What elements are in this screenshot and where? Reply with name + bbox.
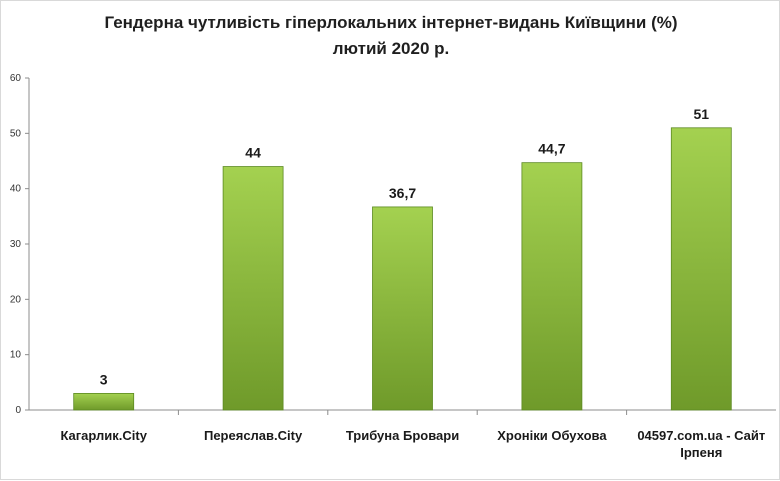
x-tick-label: Трибуна Бровари	[346, 428, 459, 443]
x-tick-label: Хроніки Обухова	[497, 428, 607, 443]
data-label: 36,7	[389, 185, 416, 201]
data-label: 44,7	[538, 141, 565, 157]
bar	[521, 162, 583, 411]
bar	[222, 166, 284, 411]
y-tick-label: 0	[15, 405, 21, 416]
y-tick-label: 40	[10, 184, 22, 195]
y-tick-label: 20	[10, 294, 22, 305]
chart-subtitle: лютий 2020 р.	[332, 39, 450, 58]
y-tick-label: 30	[10, 239, 22, 250]
x-tick-label: Ірпеня	[680, 445, 722, 460]
y-tick-label: 60	[10, 73, 22, 84]
data-label: 44	[245, 145, 261, 161]
data-label: 3	[100, 371, 108, 387]
data-label: 51	[694, 106, 710, 122]
x-tick-label: Кагарлик.City	[60, 428, 147, 443]
y-tick-label: 10	[10, 350, 22, 361]
x-tick-label: 04597.com.ua - Сайт	[637, 428, 765, 443]
bar	[372, 206, 433, 411]
bar	[670, 127, 732, 411]
x-tick-label: Переяслав.City	[204, 428, 303, 443]
chart-title: Гендерна чутливість гіперлокальних інтер…	[104, 13, 678, 32]
bar	[73, 392, 135, 411]
y-tick-label: 50	[10, 128, 22, 139]
